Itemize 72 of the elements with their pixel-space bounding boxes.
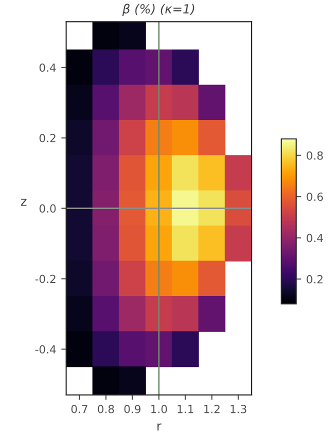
point (118, 190, 146, 226)
point (224, 190, 252, 226)
x-tick-label: 0.9 (124, 404, 140, 414)
chart-title: β (%) (κ=1) (122, 4, 194, 16)
point (66, 50, 93, 86)
x-axis-title: r (157, 423, 162, 430)
point (198, 296, 226, 332)
color-bar-label: 0.6 (306, 192, 323, 201)
point (92, 84, 120, 121)
point (172, 50, 199, 86)
point (145, 226, 172, 262)
point (145, 296, 172, 332)
point (198, 190, 226, 226)
x-tick-label: 0.7 (71, 404, 88, 414)
point (66, 331, 93, 368)
point (198, 155, 226, 192)
point (92, 155, 120, 192)
point (224, 226, 252, 262)
point (145, 120, 172, 156)
color-bar-label: 0.4 (306, 234, 324, 242)
point (172, 84, 199, 121)
point (118, 331, 146, 368)
point (66, 84, 93, 121)
point (118, 84, 146, 121)
point (145, 84, 172, 121)
y-tick-label: 0.2 (40, 134, 56, 142)
point (92, 260, 120, 297)
point (92, 296, 120, 332)
point (118, 296, 146, 332)
point (66, 120, 93, 156)
y-tick-label: 0.4 (40, 63, 56, 72)
point (198, 226, 226, 262)
point (92, 331, 120, 368)
point (92, 226, 120, 262)
point (198, 120, 226, 156)
y-tick-label: -0.4 (35, 345, 56, 354)
point (145, 260, 172, 297)
point (66, 296, 93, 332)
x-tick-label: 1.1 (178, 405, 194, 414)
x-tick-label: 1.3 (230, 404, 246, 414)
point (118, 226, 146, 262)
point (66, 260, 93, 297)
point (198, 260, 226, 297)
point (118, 155, 146, 192)
point (172, 226, 199, 262)
color-bar-label: 0.2 (306, 275, 323, 284)
point (145, 331, 172, 368)
x-tick-label: 0.8 (98, 404, 114, 414)
point (224, 155, 252, 192)
point (92, 50, 120, 86)
point (66, 155, 93, 192)
point (145, 155, 172, 192)
x-tick-label: 1.2 (204, 404, 220, 414)
point (172, 331, 199, 368)
point (92, 190, 120, 226)
point (172, 260, 199, 297)
x-tick-label: 1.0 (151, 404, 167, 414)
point (66, 226, 93, 262)
point (198, 84, 226, 121)
color-bar-label: 0.8 (306, 151, 323, 160)
y-axis-title: z (20, 198, 26, 206)
point (172, 296, 199, 332)
point (172, 155, 199, 192)
point (118, 50, 146, 86)
point (172, 190, 199, 226)
point (118, 260, 146, 297)
point (92, 120, 120, 156)
point (118, 120, 146, 156)
y-tick-label: -0.2 (35, 274, 56, 284)
point (172, 120, 199, 156)
y-tick-label: 0.0 (40, 204, 56, 213)
point (145, 50, 172, 86)
